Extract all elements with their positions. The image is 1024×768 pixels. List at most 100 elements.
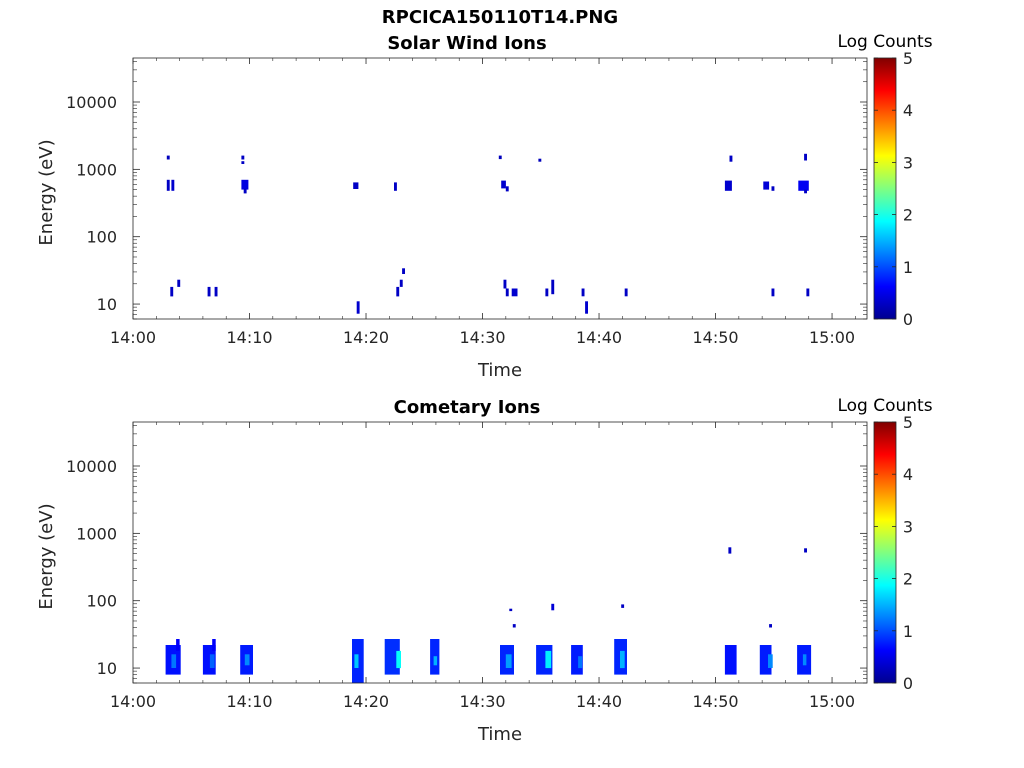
x-tick-label: 14:40 bbox=[576, 328, 622, 347]
colorbar-label: Log Counts bbox=[837, 396, 932, 416]
spectrogram-pixel bbox=[806, 288, 810, 297]
y-axis-label: Energy (eV) bbox=[36, 503, 57, 609]
spectrogram-pixel bbox=[545, 650, 552, 669]
spectrogram-pixel bbox=[724, 180, 732, 191]
spectrogram-pixel bbox=[396, 650, 401, 669]
spectrogram-pixel bbox=[171, 179, 175, 191]
spectrogram-pixel bbox=[433, 656, 438, 666]
spectrogram-pixel bbox=[798, 180, 809, 191]
spectrogram-pixel bbox=[729, 155, 733, 162]
spectrogram-pixel bbox=[509, 608, 513, 612]
panel-title: Solar Wind Ions bbox=[387, 33, 546, 54]
colorbar-tick-label: 2 bbox=[903, 206, 913, 225]
colorbar-tick-label: 5 bbox=[903, 49, 913, 68]
colorbar-tick-label: 4 bbox=[903, 101, 913, 120]
axes: 14:00 14:10 14:20 14:30 14:40 14:50 15:00 10 100… bbox=[66, 421, 868, 711]
spectrogram-pixel bbox=[503, 279, 507, 289]
spectrogram-pixel bbox=[166, 155, 170, 160]
spectrogram-pixel bbox=[759, 645, 772, 675]
spectrogram-pixel bbox=[763, 181, 770, 190]
colorbar-label: Log Counts bbox=[837, 32, 932, 52]
spectrogram-pixel bbox=[621, 604, 625, 608]
colorbar-tick-label: 3 bbox=[903, 517, 913, 536]
y-tick-label: 100 bbox=[86, 228, 117, 247]
x-axis-label: Time bbox=[477, 360, 522, 381]
axes-frame bbox=[132, 421, 868, 684]
spectrogram-pixel bbox=[166, 179, 170, 191]
spectrogram-pixel bbox=[356, 301, 360, 314]
spectrogram-pixel bbox=[396, 286, 400, 297]
x-tick-label: 14:00 bbox=[110, 692, 156, 711]
spectrogram-pixel bbox=[768, 654, 773, 668]
colorbar: 0 1 2 3 4 5 bbox=[873, 49, 913, 329]
x-tick-label: 14:20 bbox=[343, 692, 389, 711]
y-tick-label: 1000 bbox=[76, 160, 117, 179]
spectrogram-pixel bbox=[243, 188, 247, 194]
spectrogram-pixel bbox=[724, 645, 737, 675]
spectrogram-pixel bbox=[353, 182, 359, 189]
x-tick-label: 14:40 bbox=[576, 692, 622, 711]
spectrogram-pixel bbox=[538, 158, 542, 162]
x-tick-label: 14:30 bbox=[459, 328, 505, 347]
spectrogram-pixel bbox=[551, 279, 555, 295]
spectrogram-pixel bbox=[501, 180, 506, 189]
colorbar-tick-label: 2 bbox=[903, 570, 913, 589]
x-tick-label: 15:00 bbox=[809, 328, 855, 347]
cometary-ions-panel: 14:00 14:10 14:20 14:30 14:40 14:50 15:0010100… bbox=[36, 396, 933, 745]
axes-frame bbox=[132, 57, 868, 320]
spectrogram-pixel bbox=[241, 179, 249, 190]
spectrogram-pixel bbox=[545, 288, 549, 297]
solar-wind-ions-panel: 14:00 14:10 14:20 14:30 14:40 14:50 15:00 10 100… bbox=[36, 32, 933, 381]
x-tick-label: 14:20 bbox=[343, 328, 389, 347]
spectrogram-pixel bbox=[170, 286, 174, 297]
spectrogram-pixel bbox=[551, 603, 555, 611]
y-tick-label: 10000 bbox=[66, 457, 117, 476]
spectrogram-pixel bbox=[511, 288, 518, 297]
colorbar-gradient bbox=[873, 57, 897, 320]
y-tick-label: 10 bbox=[97, 295, 117, 314]
spectrogram-pixel bbox=[505, 288, 509, 297]
spectrogram-pixel bbox=[354, 654, 359, 668]
spectrogram-pixel bbox=[512, 624, 516, 628]
y-tick-label: 10000 bbox=[66, 93, 117, 112]
y-tick-label: 1000 bbox=[76, 524, 117, 543]
spectrogram-pixels bbox=[166, 153, 810, 314]
spectrogram-pixel bbox=[585, 301, 588, 314]
spectrogram-pixels bbox=[165, 547, 812, 683]
spectrogram-pixel bbox=[207, 286, 211, 297]
x-tick-label: 14:30 bbox=[459, 692, 505, 711]
spectrogram-pixel bbox=[771, 186, 775, 191]
spectrogram-pixel bbox=[581, 288, 585, 297]
x-tick-label: 14:50 bbox=[692, 692, 738, 711]
x-tick-label: 14:00 bbox=[110, 328, 156, 347]
spectrogram-pixel bbox=[620, 650, 625, 669]
spectrogram-pixel bbox=[241, 161, 245, 164]
colorbar-tick-label: 5 bbox=[903, 413, 913, 432]
spectrogram-pixel bbox=[624, 288, 628, 297]
spectrogram-pixel bbox=[209, 654, 215, 668]
spectrogram-pixel bbox=[241, 155, 245, 160]
spectrogram-pixel bbox=[505, 186, 509, 192]
y-axis-label: Energy (eV) bbox=[36, 139, 57, 245]
colorbar-gradient bbox=[873, 421, 897, 684]
spectrogram-pixel bbox=[177, 279, 181, 287]
spectrogram-pixel bbox=[214, 286, 218, 297]
spectrogram-pixel bbox=[802, 654, 807, 666]
axes: 14:00 14:10 14:20 14:30 14:40 14:50 15:00 10 100… bbox=[66, 57, 868, 347]
spectrogram-pixel bbox=[176, 639, 180, 651]
x-tick-label: 14:50 bbox=[692, 328, 738, 347]
x-tick-label: 14:10 bbox=[226, 328, 272, 347]
spectrogram-pixel bbox=[212, 639, 216, 651]
y-tick-label: 100 bbox=[86, 592, 117, 611]
spectrogram-pixel bbox=[571, 645, 583, 675]
colorbar-tick-label: 1 bbox=[903, 622, 913, 641]
spectrogram-pixel bbox=[804, 153, 807, 161]
x-tick-label: 15:00 bbox=[809, 692, 855, 711]
spectrogram-pixel bbox=[399, 279, 403, 287]
figure-title: RPCICA150110T14.PNG bbox=[381, 7, 619, 28]
spectrogram-pixel bbox=[394, 182, 397, 191]
colorbar-tick-label: 0 bbox=[903, 310, 913, 329]
spectrogram-pixel bbox=[244, 654, 250, 666]
x-tick-label: 14:10 bbox=[226, 692, 272, 711]
